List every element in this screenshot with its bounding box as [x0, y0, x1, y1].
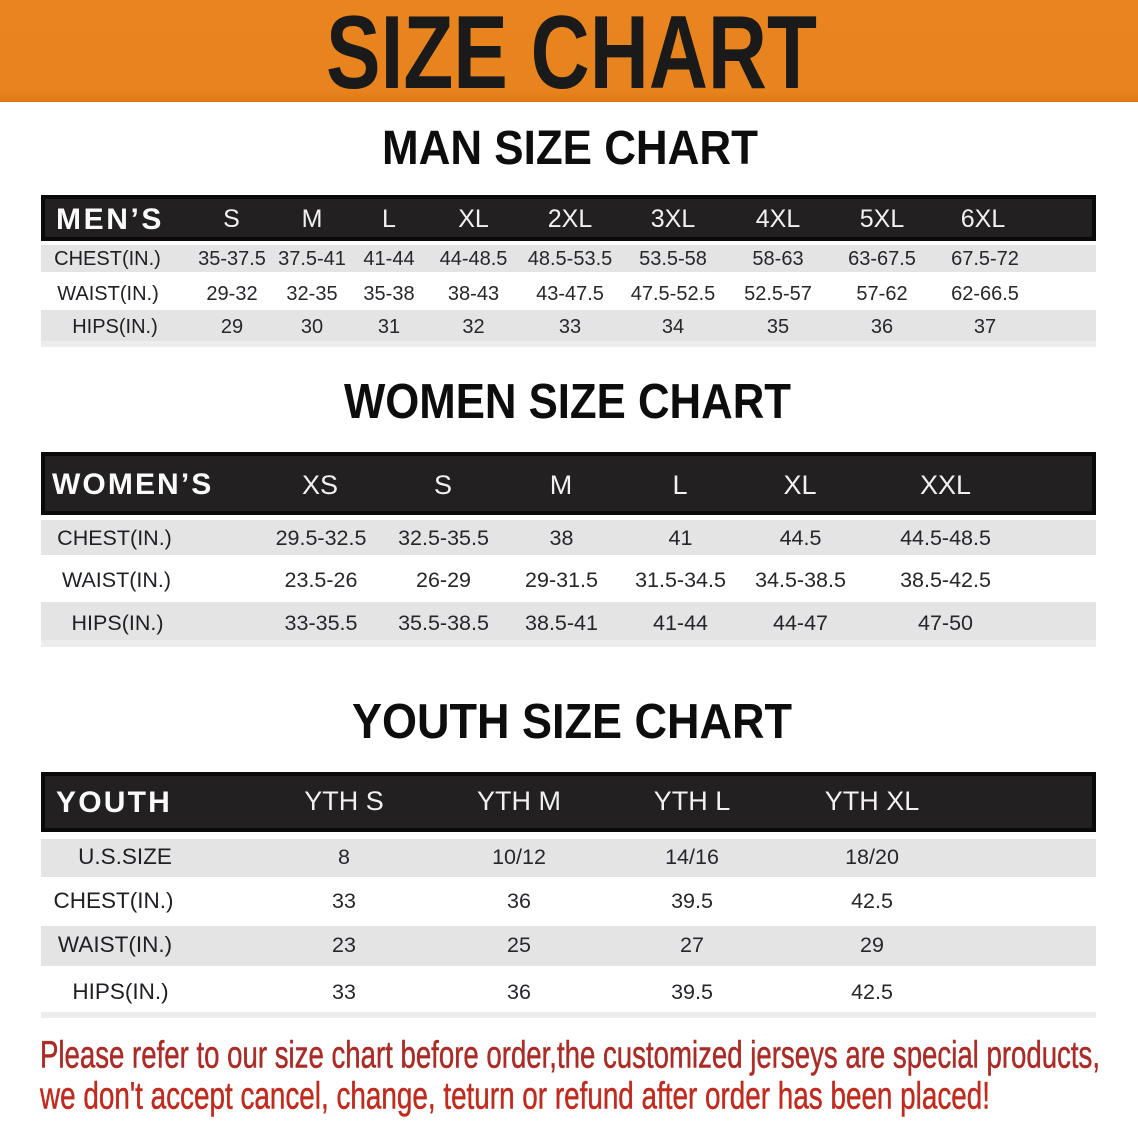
- svg-text:WOMEN SIZE CHART: WOMEN SIZE CHART: [344, 375, 791, 429]
- svg-text:we don't accept cancel, change: we don't accept cancel, change, teturn o…: [39, 1076, 990, 1118]
- svg-text:YOUTH SIZE CHART: YOUTH SIZE CHART: [352, 695, 792, 749]
- svg-text:SIZE CHART: SIZE CHART: [326, 0, 817, 111]
- svg-text:Please refer to our size chart: Please refer to our size chart before or…: [40, 1035, 1100, 1077]
- svg-text:MAN SIZE CHART: MAN SIZE CHART: [382, 122, 758, 175]
